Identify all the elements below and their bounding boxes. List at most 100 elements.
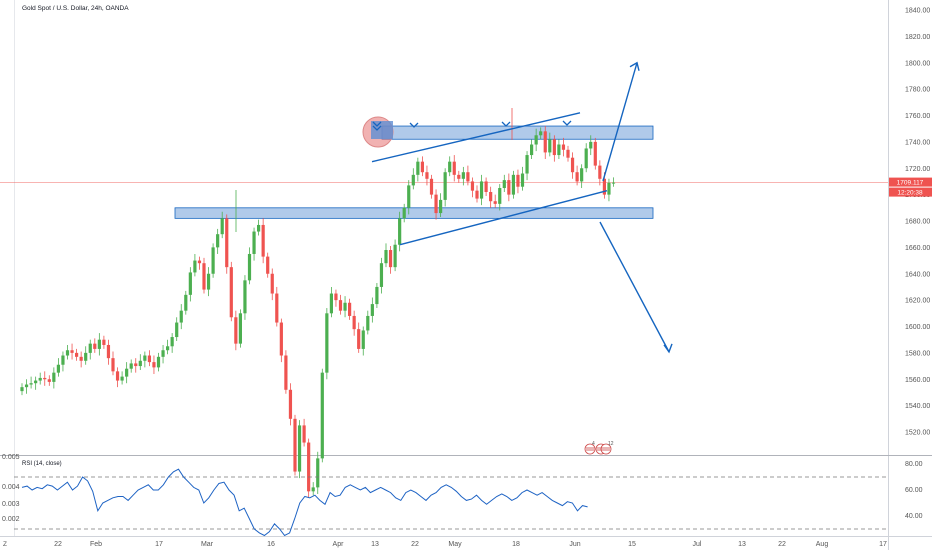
time-tick: Feb: [90, 541, 102, 548]
arrow-head-icon: [663, 343, 673, 354]
candle-body: [97, 339, 101, 349]
event-markers[interactable]: 4 12: [584, 441, 614, 455]
candle-body: [102, 339, 106, 345]
candle-body: [52, 372, 56, 382]
candle-body: [106, 344, 111, 359]
candle-body: [329, 293, 333, 314]
price-tick: 1600.00: [905, 324, 930, 331]
rsi-left-tick: 0.005: [2, 454, 20, 461]
countdown-badge: [889, 187, 932, 197]
rsi-left-tick: 0.004: [2, 484, 20, 491]
price-tick: 1660.00: [905, 245, 930, 252]
channel-line[interactable]: [371, 112, 581, 163]
candle-body: [88, 343, 92, 353]
candle-body: [252, 231, 256, 254]
candle-body: [498, 188, 502, 204]
candle-body: [489, 191, 493, 202]
candle-body: [570, 157, 575, 173]
us-flag-icon[interactable]: [600, 443, 612, 455]
projection-down-arrow[interactable]: [599, 221, 670, 353]
candle-body: [179, 310, 183, 323]
candle-body: [302, 425, 306, 443]
candle-body: [161, 350, 165, 357]
candle-body: [520, 173, 525, 187]
candle-body: [75, 352, 79, 357]
price-tick: 1800.00: [905, 60, 930, 67]
candle-body: [411, 174, 415, 186]
candle-body: [234, 317, 238, 344]
price-tick: 1840.00: [905, 8, 930, 15]
candle-body: [216, 234, 220, 248]
candle-body: [425, 172, 429, 179]
time-tick: 22: [778, 541, 786, 548]
candle-body: [202, 263, 206, 290]
candle-body: [493, 201, 497, 204]
trend-drawings[interactable]: [371, 61, 673, 354]
rsi-label: RSI (14, close): [22, 461, 62, 467]
candle-body: [384, 250, 388, 264]
candle-body: [34, 380, 38, 384]
candle-body: [511, 174, 515, 195]
candle-body: [539, 131, 543, 136]
candle-body: [211, 247, 215, 274]
time-zone-icon[interactable]: Z: [3, 541, 7, 548]
candle-body: [115, 371, 120, 381]
candle-body: [575, 172, 579, 182]
candle-body: [398, 218, 402, 245]
price-zone[interactable]: [174, 207, 654, 219]
candle-body: [125, 368, 129, 377]
last-price-value: 1709.117: [897, 180, 924, 187]
candle-body: [525, 155, 529, 174]
candle-body: [197, 260, 202, 264]
candle-body: [334, 293, 338, 301]
candle-body: [138, 360, 142, 367]
candle-body: [461, 172, 465, 179]
rsi-right-ticks: 80.00 60.00 40.00: [905, 461, 923, 520]
candle-body: [379, 263, 384, 287]
candle-body: [457, 174, 461, 179]
candle-body: [584, 148, 588, 169]
channel-line[interactable]: [399, 189, 608, 246]
candle-body: [129, 363, 133, 369]
candle-body: [56, 364, 60, 373]
candle-body: [38, 377, 42, 381]
candle-body: [548, 139, 552, 153]
candle-body: [43, 377, 47, 380]
chart-title: Gold Spot / U.S. Dollar, 24h, OANDA: [22, 5, 129, 12]
candle-body: [275, 293, 279, 323]
candle-body: [416, 161, 420, 175]
chevron-down-icon: [501, 121, 511, 127]
last-price-badge: [889, 177, 932, 187]
candle-body: [566, 149, 570, 158]
time-tick: 16: [267, 541, 275, 548]
candle-body: [279, 322, 283, 356]
time-tick: 13: [371, 541, 379, 548]
price-tick: 1680.00: [905, 219, 930, 226]
time-tick: 18: [512, 541, 520, 548]
time-tick: Mar: [201, 541, 214, 548]
price-tick: 1760.00: [905, 113, 930, 120]
candle-body: [270, 273, 274, 294]
candle-body: [147, 355, 151, 363]
candle-body: [452, 161, 456, 175]
candle-body: [20, 387, 24, 392]
price-tick: 1620.00: [905, 298, 930, 305]
chevron-down-icon: [562, 120, 572, 126]
rsi-right-tick: 40.00: [905, 513, 923, 520]
candle-body: [552, 139, 556, 156]
candle-body: [257, 224, 261, 232]
candle-body: [607, 182, 611, 195]
projection-up-arrow[interactable]: [602, 62, 638, 182]
candle-body: [325, 313, 329, 373]
candle-body: [543, 131, 547, 153]
time-tick: 15: [628, 541, 636, 548]
price-tick: 1520.00: [905, 430, 930, 437]
us-flag-icon[interactable]: [584, 443, 596, 455]
rsi-left-ticks: 0.005 0.004 0.003 0.002: [2, 454, 20, 523]
candle-body: [184, 294, 188, 311]
candle-body: [357, 329, 361, 349]
time-tick: Aug: [816, 541, 829, 548]
candle-body: [375, 286, 379, 305]
price-tick: 1640.00: [905, 271, 930, 278]
